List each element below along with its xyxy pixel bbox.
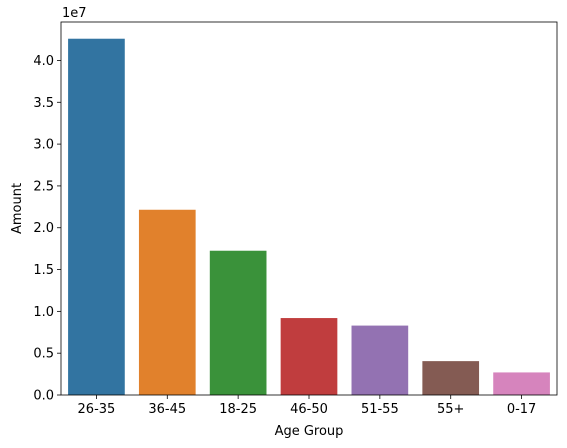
y-tick-label: 3.5 <box>33 96 54 111</box>
y-axis-label: Amount <box>10 183 25 234</box>
x-axis-ticks: 26-35 36-45 18-25 46-50 51-55 55+ 0-17 <box>78 395 537 417</box>
y-tick-label: 1.5 <box>33 263 54 278</box>
y-tick-label: 0.0 <box>33 389 54 404</box>
x-tick-label: 51-55 <box>361 402 399 417</box>
x-axis-label: Age Group <box>275 424 344 439</box>
bar-55+ <box>422 361 480 395</box>
bar-18-25 <box>209 250 267 395</box>
bar-46-50 <box>280 318 338 395</box>
plot-frame <box>60 21 558 396</box>
y-tick-label: 4.0 <box>33 54 54 69</box>
x-tick-label: 18-25 <box>219 402 257 417</box>
bars-group <box>68 38 550 396</box>
bar-51-55 <box>351 325 409 395</box>
x-tick-label: 0-17 <box>507 402 537 417</box>
y-tick-label: 2.0 <box>33 221 54 236</box>
y-axis-ticks: 0.0 0.5 1.0 1.5 2.0 2.5 3.0 3.5 4.0 <box>33 54 61 404</box>
x-tick-label: 46-50 <box>290 402 328 417</box>
y-tick-label: 3.0 <box>33 138 54 153</box>
y-tick-label: 2.5 <box>33 179 54 194</box>
bar-26-35 <box>68 38 125 396</box>
bar-36-45 <box>138 209 196 395</box>
x-tick-label: 36-45 <box>148 402 186 417</box>
bar-0-17 <box>493 372 550 395</box>
y-offset-label: 1e7 <box>62 6 87 21</box>
y-tick-label: 1.0 <box>33 305 54 320</box>
x-tick-label: 55+ <box>437 402 464 417</box>
x-tick-label: 26-35 <box>78 402 116 417</box>
y-tick-label: 0.5 <box>33 347 54 362</box>
